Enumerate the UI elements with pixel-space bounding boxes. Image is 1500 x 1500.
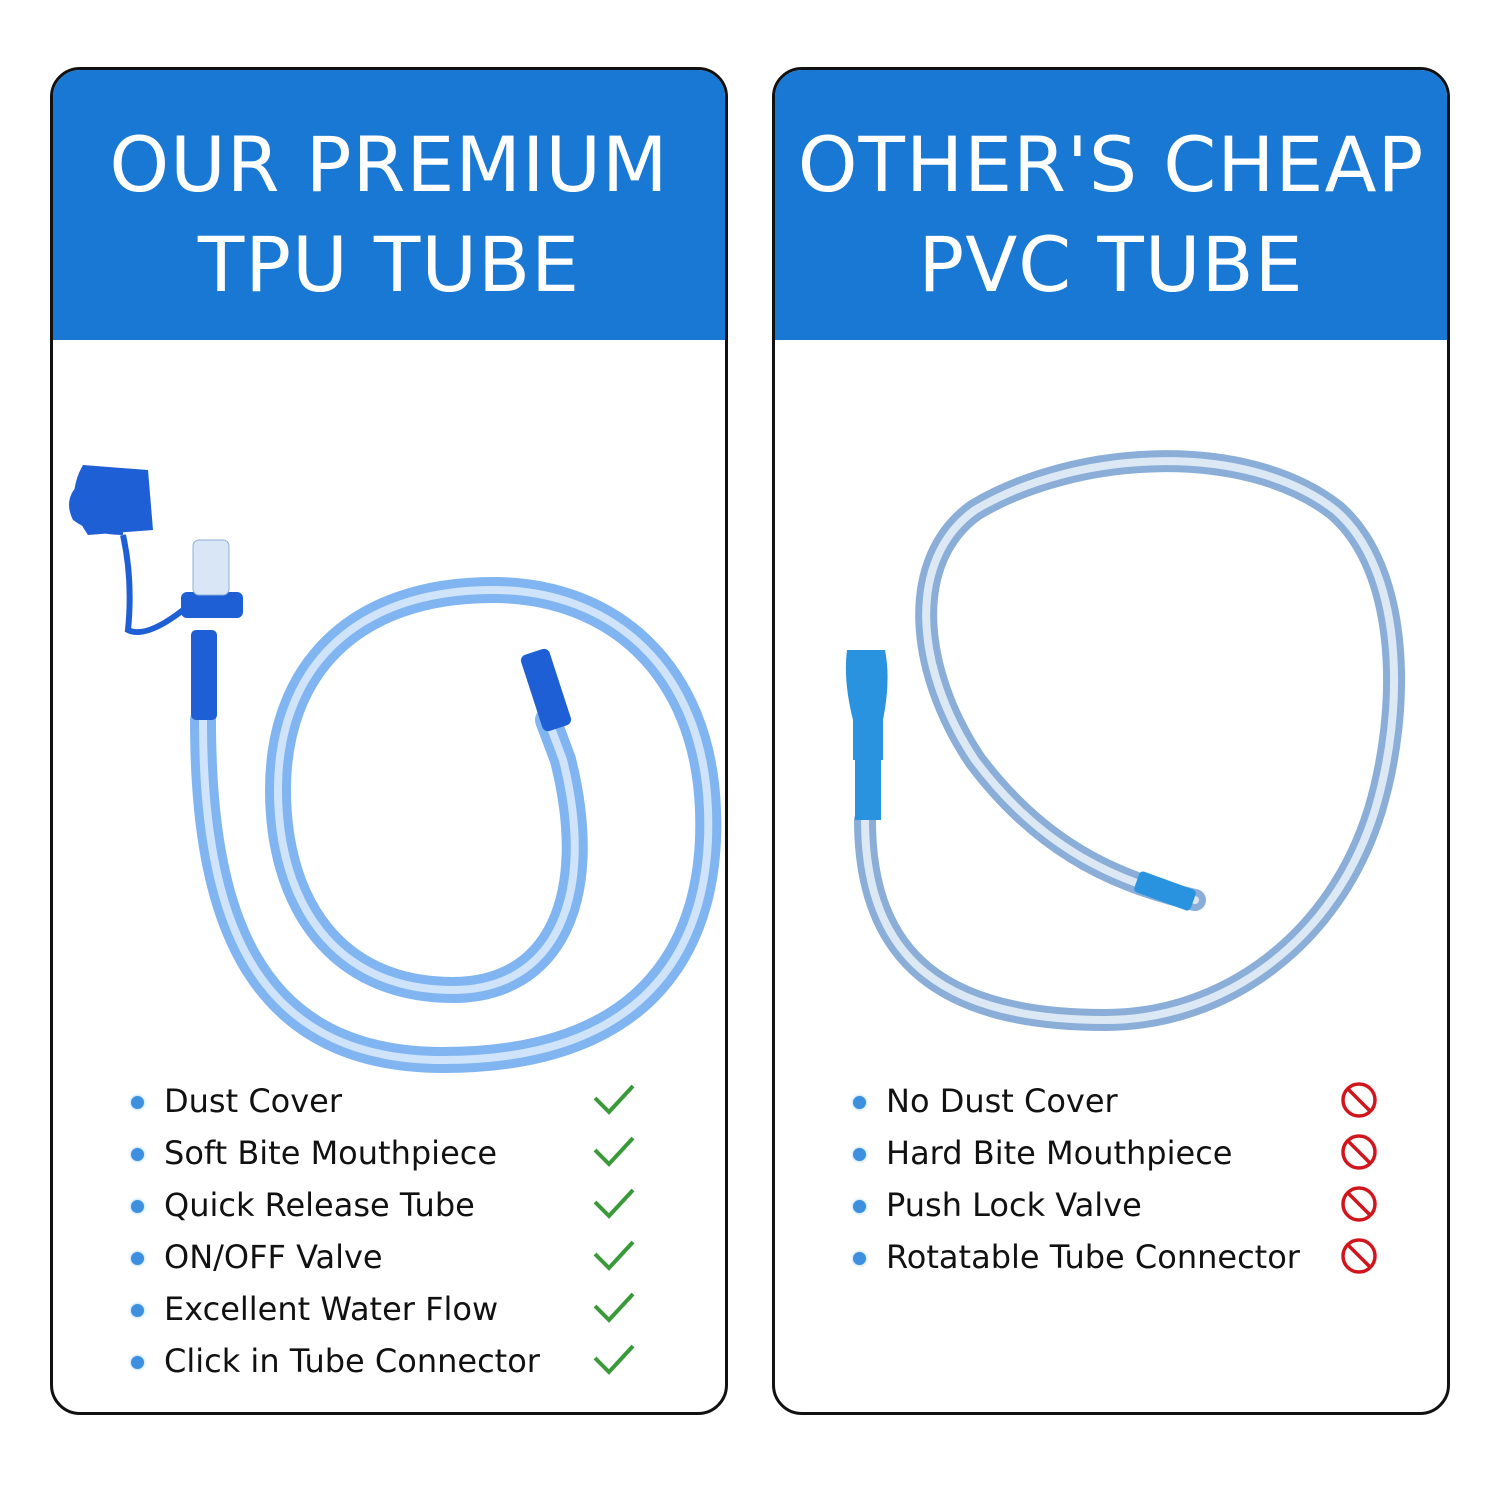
feature-item: Hard Bite Mouthpiece	[775, 1128, 1447, 1180]
pvc-tube-image	[845, 450, 1405, 1032]
bullet-icon	[131, 1356, 144, 1369]
feature-item: Soft Bite Mouthpiece	[53, 1128, 725, 1180]
check-icon	[589, 1232, 639, 1278]
feature-item: ON/OFF Valve	[53, 1232, 725, 1284]
check-icon	[589, 1336, 639, 1382]
title-line-2: PVC TUBE	[918, 220, 1304, 309]
bullet-icon	[853, 1200, 866, 1213]
bullet-icon	[131, 1096, 144, 1109]
premium-tpu-panel: OUR PREMIUM TPU TUBE Dust Cover Soft Bite…	[50, 67, 728, 1415]
feature-item: No Dust Cover	[775, 1076, 1447, 1128]
panel-header: OUR PREMIUM TPU TUBE	[53, 70, 725, 340]
feature-item: Excellent Water Flow	[53, 1284, 725, 1336]
feature-item: Dust Cover	[53, 1076, 725, 1128]
feature-label: No Dust Cover	[886, 1082, 1118, 1120]
feature-label: ON/OFF Valve	[164, 1238, 383, 1276]
feature-item: Quick Release Tube	[53, 1180, 725, 1232]
feature-label: Dust Cover	[164, 1082, 343, 1120]
feature-item: Click in Tube Connector	[53, 1336, 725, 1388]
bullet-icon	[853, 1252, 866, 1265]
feature-label: Excellent Water Flow	[164, 1290, 499, 1328]
prohibited-icon	[1335, 1128, 1385, 1174]
bullet-icon	[131, 1200, 144, 1213]
prohibited-icon	[1335, 1180, 1385, 1226]
feature-label: Rotatable Tube Connector	[886, 1238, 1300, 1276]
prohibited-icon	[1335, 1076, 1385, 1122]
check-icon	[589, 1128, 639, 1174]
check-icon	[589, 1284, 639, 1330]
feature-item: Push Lock Valve	[775, 1180, 1447, 1232]
check-icon	[589, 1180, 639, 1226]
bullet-icon	[853, 1148, 866, 1161]
bullet-icon	[131, 1304, 144, 1317]
bullet-icon	[131, 1252, 144, 1265]
tpu-tube-image	[69, 465, 722, 1074]
feature-label: Hard Bite Mouthpiece	[886, 1134, 1233, 1172]
check-icon	[589, 1076, 639, 1122]
panel-header: OTHER'S CHEAP PVC TUBE	[775, 70, 1447, 340]
feature-label: Quick Release Tube	[164, 1186, 475, 1224]
prohibited-icon	[1335, 1232, 1385, 1278]
feature-label: Click in Tube Connector	[164, 1342, 540, 1380]
bullet-icon	[131, 1148, 144, 1161]
feature-label: Push Lock Valve	[886, 1186, 1142, 1224]
title-line-2: TPU TUBE	[197, 220, 581, 309]
feature-item: Rotatable Tube Connector	[775, 1232, 1447, 1284]
feature-label: Soft Bite Mouthpiece	[164, 1134, 498, 1172]
cheap-pvc-panel: OTHER'S CHEAP PVC TUBE No Dust Cover Hard…	[772, 67, 1450, 1415]
bullet-icon	[853, 1096, 866, 1109]
title-line-1: OTHER'S CHEAP	[797, 120, 1425, 209]
title-line-1: OUR PREMIUM	[109, 120, 669, 209]
